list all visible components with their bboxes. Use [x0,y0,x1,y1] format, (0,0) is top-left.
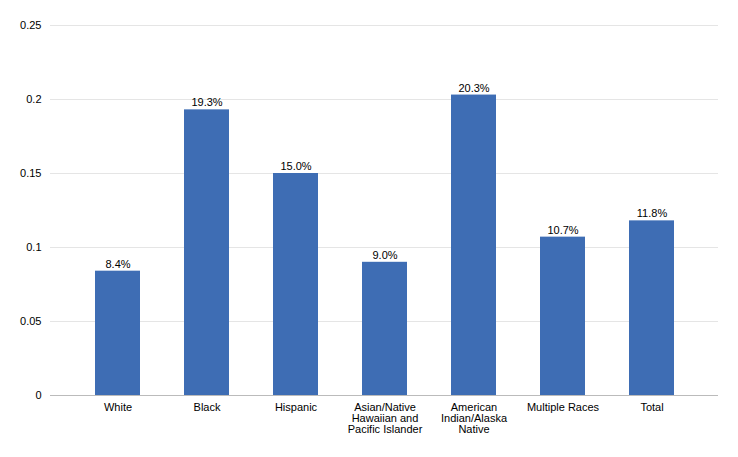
svg-text:Asian/NativeHawaiian andPacifi: Asian/NativeHawaiian andPacific Islander [348,401,423,435]
svg-text:Hispanic: Hispanic [275,401,318,413]
svg-text:0.25: 0.25 [20,19,41,31]
svg-text:20.3%: 20.3% [458,82,489,94]
svg-text:19.3%: 19.3% [191,96,222,108]
svg-text:0: 0 [35,389,41,401]
svg-text:11.8%: 11.8% [637,207,668,219]
svg-text:Multiple Races: Multiple Races [527,401,600,413]
svg-text:9.0%: 9.0% [372,249,397,261]
svg-text:10.7%: 10.7% [547,224,578,236]
svg-text:0.2: 0.2 [26,93,41,105]
svg-text:8.4%: 8.4% [105,258,130,270]
svg-text:0.15: 0.15 [20,167,41,179]
svg-text:White: White [104,401,132,413]
svg-text:0.1: 0.1 [26,241,41,253]
svg-text:Black: Black [194,401,221,413]
svg-text:Total: Total [640,401,663,413]
svg-text:AmericanIndian/AlaskaNative: AmericanIndian/AlaskaNative [441,401,508,435]
svg-text:0.05: 0.05 [20,315,41,327]
svg-text:15.0%: 15.0% [280,160,311,172]
